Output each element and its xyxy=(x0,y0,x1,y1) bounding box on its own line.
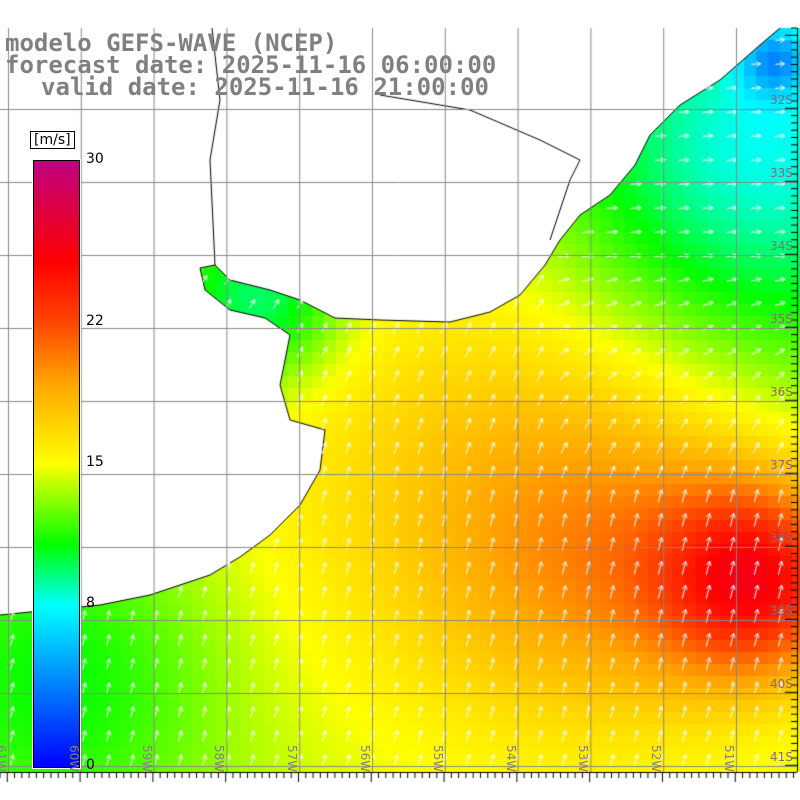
model-title: modelo GEFS-WAVE (NCEP) xyxy=(5,29,338,57)
longitude-label: 58W xyxy=(212,745,227,773)
latitude-label: 38S xyxy=(770,531,793,545)
longitude-label: 52W xyxy=(649,745,664,773)
colorbar-tick-label: 15 xyxy=(86,454,104,470)
latitude-label: 33S xyxy=(770,166,793,180)
longitude-label: 56W xyxy=(358,745,372,773)
colorbar-tick-label: 30 xyxy=(86,151,104,167)
longitude-label: 60W xyxy=(66,745,81,773)
longitude-label: 57W xyxy=(285,745,300,773)
colorbar xyxy=(32,159,81,769)
latitude-label: 32S xyxy=(770,93,793,107)
colorbar-unit: [m/s] xyxy=(30,131,75,149)
colorbar-tick-label: 0 xyxy=(86,757,95,773)
longitude-label: 53W xyxy=(576,745,591,773)
colorbar-tick-label: 22 xyxy=(86,312,104,329)
longitude-label: 54W xyxy=(503,745,518,773)
forecast-date: forecast date: 2025-11-16 06:00:00 xyxy=(5,51,497,79)
latitude-label: 37S xyxy=(770,458,793,472)
colorbar-tick-label: 8 xyxy=(86,595,95,612)
longitude-label: 51W xyxy=(722,745,736,773)
latitude-label: 39S xyxy=(770,604,793,618)
longitude-label: 55W xyxy=(430,745,445,773)
valid-date: valid date: 2025-11-16 21:00:00 xyxy=(41,73,489,101)
longitude-label: 59W xyxy=(139,745,154,773)
latitude-label: 36S xyxy=(770,385,793,399)
latitude-label: 34S xyxy=(770,239,793,253)
latitude-label: 41S xyxy=(770,750,793,764)
latitude-label: 40S xyxy=(770,677,793,691)
longitude-label: 61W xyxy=(0,745,8,773)
latitude-label: 35S xyxy=(770,312,793,326)
